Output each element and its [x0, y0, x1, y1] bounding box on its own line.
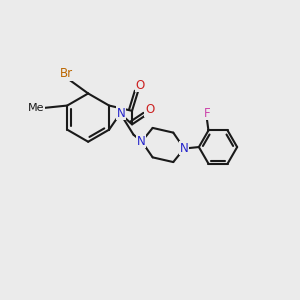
Text: O: O	[145, 103, 154, 116]
Text: Br: Br	[60, 67, 73, 80]
Text: N: N	[116, 107, 125, 120]
Text: Me: Me	[28, 103, 44, 112]
Text: N: N	[180, 142, 189, 155]
Text: N: N	[137, 135, 146, 148]
Text: F: F	[204, 106, 210, 120]
Text: O: O	[136, 79, 145, 92]
